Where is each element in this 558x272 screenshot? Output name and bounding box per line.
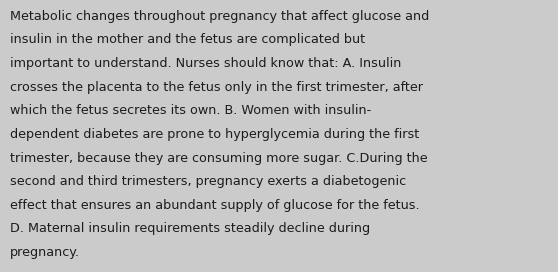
- Text: Metabolic changes throughout pregnancy that affect glucose and: Metabolic changes throughout pregnancy t…: [10, 10, 429, 23]
- Text: pregnancy.: pregnancy.: [10, 246, 80, 259]
- Text: crosses the placenta to the fetus only in the first trimester, after: crosses the placenta to the fetus only i…: [10, 81, 423, 94]
- Text: D. Maternal insulin requirements steadily decline during: D. Maternal insulin requirements steadil…: [10, 222, 370, 236]
- Text: second and third trimesters, pregnancy exerts a diabetogenic: second and third trimesters, pregnancy e…: [10, 175, 406, 188]
- Text: important to understand. Nurses should know that: A. Insulin: important to understand. Nurses should k…: [10, 57, 401, 70]
- Text: insulin in the mother and the fetus are complicated but: insulin in the mother and the fetus are …: [10, 33, 365, 46]
- Text: which the fetus secretes its own. B. Women with insulin-: which the fetus secretes its own. B. Wom…: [10, 104, 371, 117]
- Text: trimester, because they are consuming more sugar. C.During the: trimester, because they are consuming mo…: [10, 152, 427, 165]
- Text: effect that ensures an abundant supply of glucose for the fetus.: effect that ensures an abundant supply o…: [10, 199, 420, 212]
- Text: dependent diabetes are prone to hyperglycemia during the first: dependent diabetes are prone to hypergly…: [10, 128, 419, 141]
